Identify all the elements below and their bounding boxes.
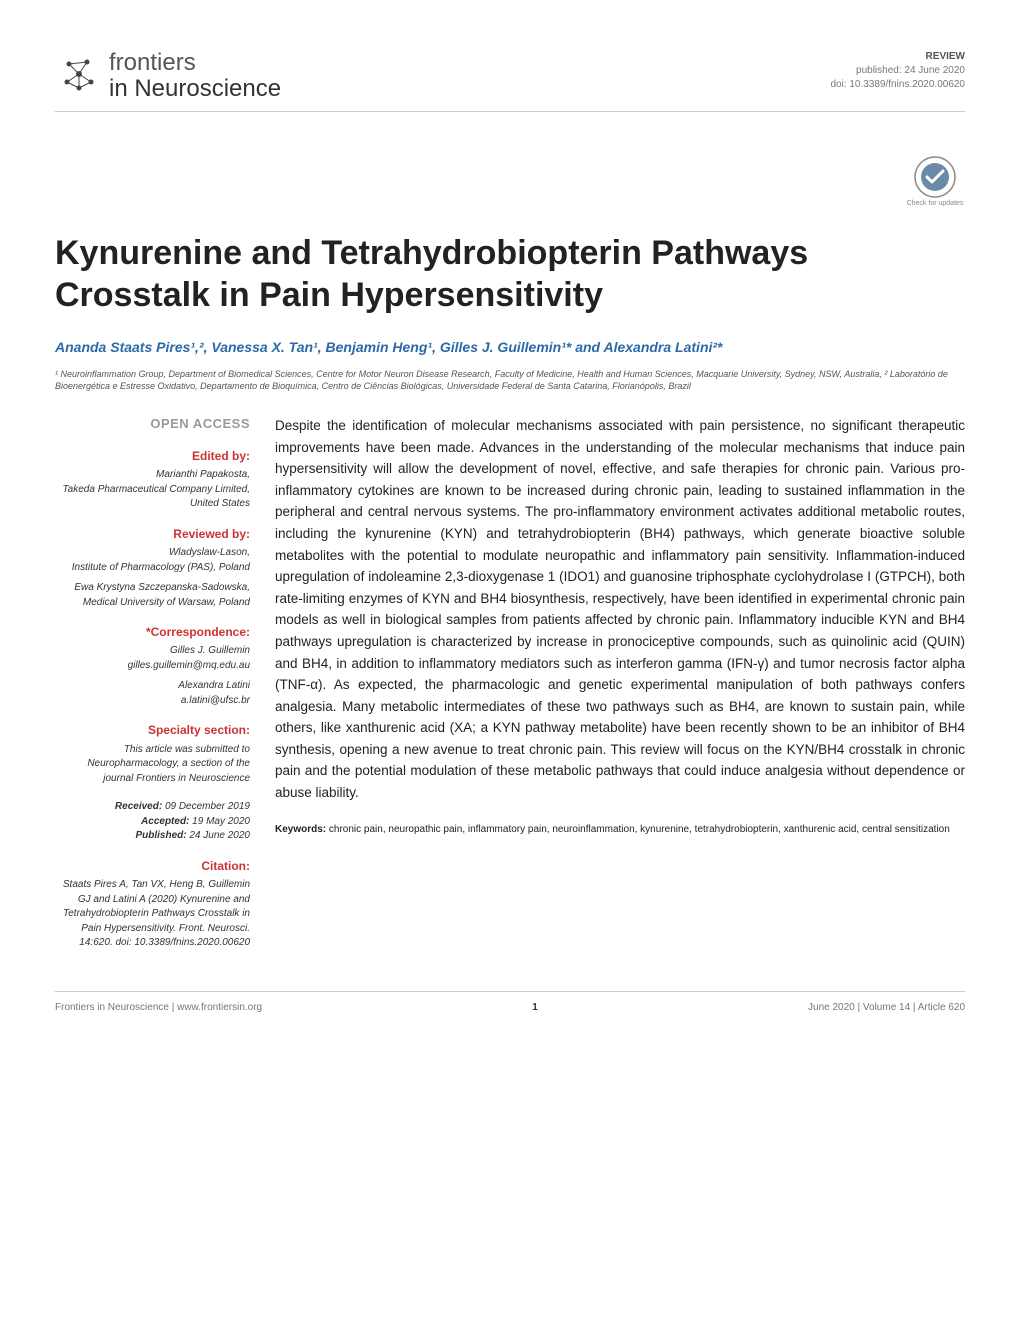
footer-page-number: 1 — [532, 1002, 538, 1013]
journal-brand: frontiers in Neuroscience — [55, 50, 281, 103]
page-container: frontiers in Neuroscience REVIEW publish… — [0, 0, 1020, 1053]
correspondence-heading: *Correspondence: — [55, 624, 250, 641]
sidebar: OPEN ACCESS Edited by: Marianthi Papakos… — [55, 415, 250, 951]
open-access-label: OPEN ACCESS — [55, 415, 250, 434]
reviewer-affiliation: Medical University of Warsaw, Poland — [55, 596, 250, 611]
editor-affiliation: Takeda Pharmaceutical Company Limited, U… — [55, 483, 250, 512]
brand-line1: frontiers — [109, 50, 281, 76]
received-label: Received: — [115, 801, 162, 812]
reviewer: Wladyslaw-Lason, Institute of Pharmacolo… — [55, 546, 250, 575]
check-updates-badge[interactable]: Check for updates — [905, 152, 965, 212]
published-date-sidebar: 24 June 2020 — [189, 830, 250, 841]
keywords-label: Keywords: — [275, 824, 326, 835]
correspondent-email: a.latini@ufsc.br — [55, 694, 250, 709]
author-list: Ananda Staats Pires¹,², Vanessa X. Tan¹,… — [55, 337, 965, 358]
correspondent: Gilles J. Guillemin gilles.guillemin@mq.… — [55, 644, 250, 673]
keywords-text: chronic pain, neuropathic pain, inflamma… — [329, 824, 950, 835]
publication-info: REVIEW published: 24 June 2020 doi: 10.3… — [830, 50, 965, 92]
check-updates-label: Check for updates — [907, 200, 964, 207]
title-block: Kynurenine and Tetrahydrobiopterin Pathw… — [55, 232, 965, 393]
abstract-text: Despite the identification of molecular … — [275, 415, 965, 804]
page-footer: Frontiers in Neuroscience | www.frontier… — [55, 991, 965, 1013]
accepted-label: Accepted: — [141, 816, 189, 827]
published-label: Published: — [135, 830, 186, 841]
brand-line2: in Neuroscience — [109, 76, 281, 102]
brand-text: frontiers in Neuroscience — [109, 50, 281, 103]
reviewer-affiliation: Institute of Pharmacology (PAS), Poland — [55, 561, 250, 576]
published-date: published: 24 June 2020 — [830, 64, 965, 78]
reviewer-name: Ewa Krystyna Szczepanska-Sadowska, — [55, 581, 250, 596]
keywords-block: Keywords: chronic pain, neuropathic pain… — [275, 822, 965, 837]
specialty-body: This article was submitted to Neuropharm… — [55, 743, 250, 787]
editor-name: Marianthi Papakosta, — [55, 468, 250, 483]
reviewer: Ewa Krystyna Szczepanska-Sadowska, Medic… — [55, 581, 250, 610]
frontiers-logo-icon — [55, 50, 103, 98]
abstract-column: Despite the identification of molecular … — [275, 415, 965, 951]
citation-body: Staats Pires A, Tan VX, Heng B, Guillemi… — [55, 878, 250, 951]
received-date: 09 December 2019 — [165, 801, 250, 812]
published-line: Published: 24 June 2020 — [55, 829, 250, 844]
specialty-heading: Specialty section: — [55, 722, 250, 739]
reviewed-by-heading: Reviewed by: — [55, 526, 250, 543]
top-header: frontiers in Neuroscience REVIEW publish… — [55, 50, 965, 112]
correspondent: Alexandra Latini a.latini@ufsc.br — [55, 679, 250, 708]
article-type: REVIEW — [830, 50, 965, 64]
footer-left: Frontiers in Neuroscience | www.frontier… — [55, 1002, 262, 1013]
doi-text: doi: 10.3389/fnins.2020.00620 — [830, 78, 965, 92]
affiliations: ¹ Neuroinflammation Group, Department of… — [55, 368, 965, 393]
article-title: Kynurenine and Tetrahydrobiopterin Pathw… — [55, 232, 965, 317]
received-line: Received: 09 December 2019 — [55, 800, 250, 815]
editor: Marianthi Papakosta, Takeda Pharmaceutic… — [55, 468, 250, 512]
accepted-line: Accepted: 19 May 2020 — [55, 815, 250, 830]
reviewer-name: Wladyslaw-Lason, — [55, 546, 250, 561]
correspondent-name: Gilles J. Guillemin — [55, 644, 250, 659]
two-column-layout: OPEN ACCESS Edited by: Marianthi Papakos… — [55, 415, 965, 951]
edited-by-heading: Edited by: — [55, 448, 250, 465]
correspondent-name: Alexandra Latini — [55, 679, 250, 694]
accepted-date: 19 May 2020 — [192, 816, 250, 827]
correspondent-email: gilles.guillemin@mq.edu.au — [55, 659, 250, 674]
footer-right: June 2020 | Volume 14 | Article 620 — [808, 1002, 965, 1013]
citation-heading: Citation: — [55, 858, 250, 875]
dates-block: Received: 09 December 2019 Accepted: 19 … — [55, 800, 250, 844]
